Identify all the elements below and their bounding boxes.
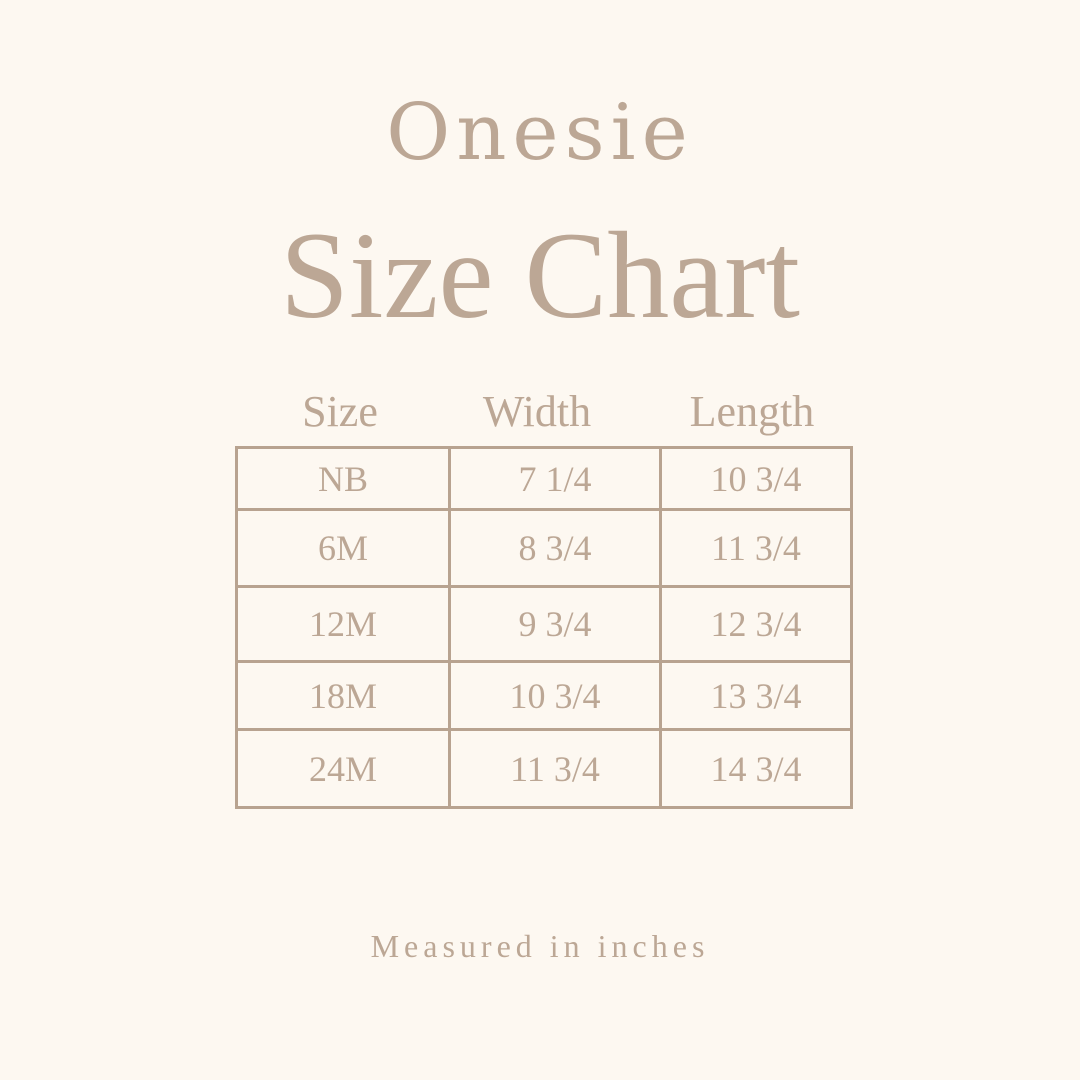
- table-row: 24M 11 3/4 14 3/4: [235, 728, 853, 809]
- cell-width: 7 1/4: [448, 446, 662, 511]
- cell-size: NB: [235, 446, 451, 511]
- table-row: 18M 10 3/4 13 3/4: [235, 660, 853, 731]
- title-size-chart: Size Chart: [280, 207, 800, 344]
- footnote: Measured in inches: [370, 928, 710, 964]
- cell-length: 11 3/4: [659, 508, 853, 588]
- cell-size: 18M: [235, 660, 451, 731]
- cell-length: 10 3/4: [659, 446, 853, 511]
- cell-length: 13 3/4: [659, 660, 853, 731]
- cell-width: 10 3/4: [448, 660, 662, 731]
- cell-size: 12M: [235, 585, 451, 663]
- table-row: NB 7 1/4 10 3/4: [235, 446, 853, 511]
- table-row: 6M 8 3/4 11 3/4: [235, 508, 853, 588]
- table-row: 12M 9 3/4 12 3/4: [235, 585, 853, 663]
- cell-size: 24M: [235, 728, 451, 809]
- cell-length: 12 3/4: [659, 585, 853, 663]
- cell-width: 9 3/4: [448, 585, 662, 663]
- cell-width: 8 3/4: [448, 508, 662, 588]
- title-onesie: Onesie: [386, 88, 694, 178]
- cell-length: 14 3/4: [659, 728, 853, 809]
- header-size: Size: [302, 387, 378, 436]
- cell-size: 6M: [235, 508, 451, 588]
- size-table: NB 7 1/4 10 3/4 6M 8 3/4 11 3/4 12M 9 3/4 12 3/4…: [235, 446, 853, 809]
- header-width: Width: [482, 387, 592, 436]
- header-length: Length: [689, 387, 815, 436]
- cell-width: 11 3/4: [448, 728, 662, 809]
